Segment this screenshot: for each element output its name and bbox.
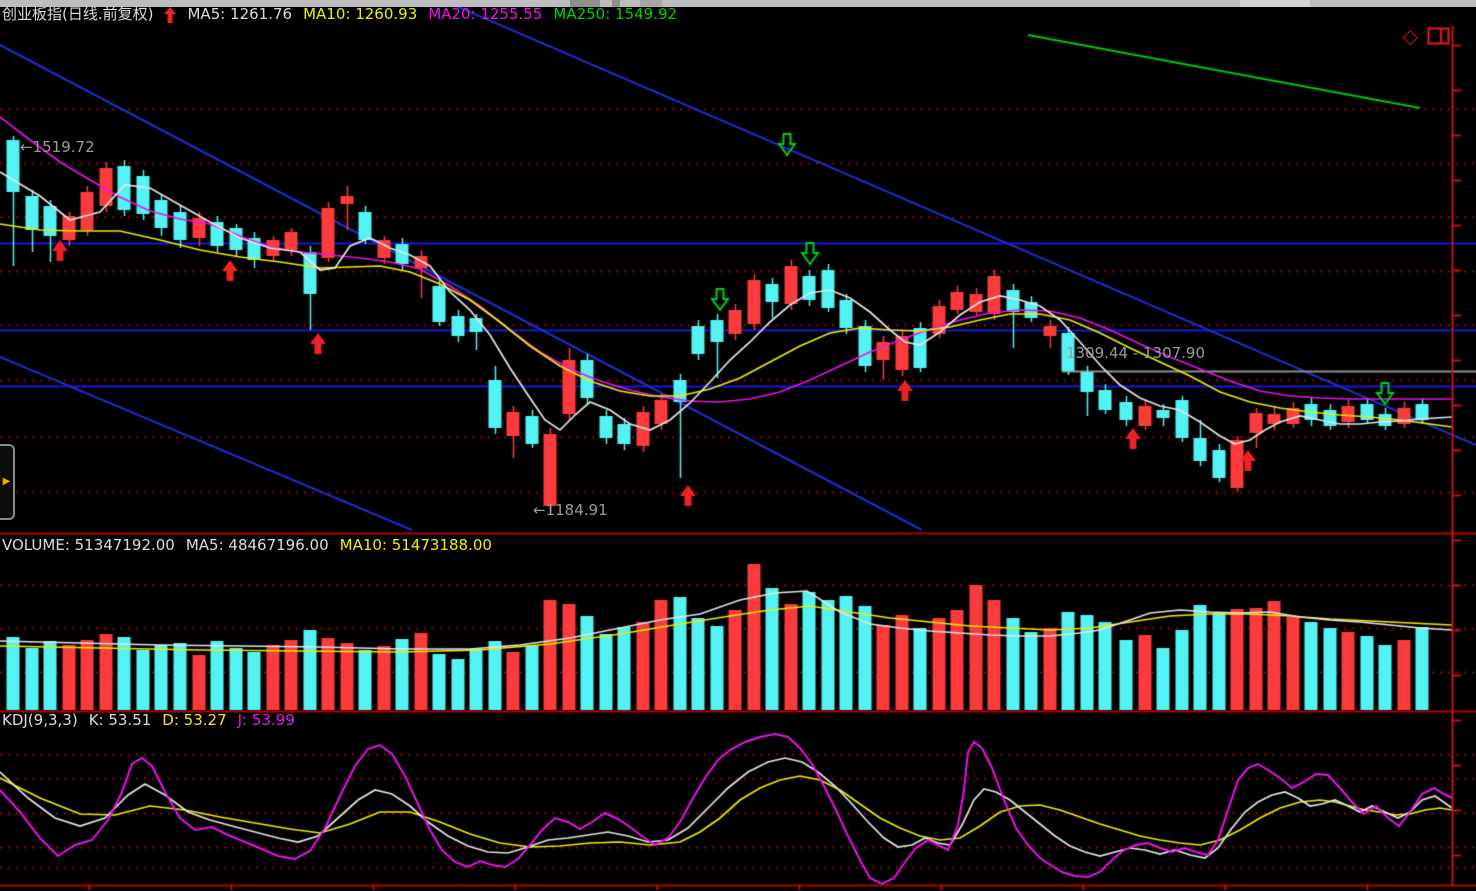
up-arrow-icon: [164, 6, 177, 23]
low-price-label: 1184.91: [545, 501, 608, 519]
left-arrow-icon: ←: [533, 501, 546, 519]
price-pane-header: 创业板指(日线.前复权) MA5: 1261.76 MA10: 1260.93 …: [2, 6, 677, 23]
kdj-k-value: K: 53.51: [88, 711, 152, 729]
diamond-icon[interactable]: ◇: [1402, 24, 1418, 48]
split-window-icon[interactable]: [1427, 27, 1450, 45]
volume-pane-header: VOLUME: 51347192.00 MA5: 48467196.00 MA1…: [2, 537, 492, 554]
panel-expand-handle[interactable]: ▶: [0, 444, 15, 520]
pane-controls: ◇: [1403, 26, 1450, 46]
titlebar-fragment: [1240, 0, 1310, 7]
volume-ma10-value: MA10: 51473188.00: [339, 536, 492, 554]
ma20-value: MA20: 1255.55: [428, 5, 543, 23]
ma250-value: MA250: 1549.92: [553, 5, 678, 23]
kdj-j-value: J: 53.99: [237, 711, 295, 729]
symbol-title: 创业板指(日线.前复权): [2, 5, 154, 23]
left-arrow-icon: ←: [20, 138, 33, 156]
volume-value: VOLUME: 51347192.00: [2, 536, 175, 554]
high-price-label: 1519.72: [32, 138, 95, 156]
gap-range-label: 1309.44 - 1307.90: [1066, 344, 1206, 362]
high-price-annotation: ←1519.72: [20, 139, 95, 156]
titlebar-fragment: [640, 0, 662, 7]
expand-arrow-icon: ▶: [2, 476, 11, 487]
titlebar-fragment: [570, 0, 600, 7]
ma5-value: MA5: 1261.76: [187, 5, 293, 23]
gap-annotation: 1309.44 - 1307.90: [1066, 345, 1205, 362]
volume-ma5-value: MA5: 48467196.00: [185, 536, 329, 554]
low-price-annotation: ←1184.91: [533, 502, 608, 519]
kdj-indicator-label: KDJ(9,3,3): [2, 711, 78, 729]
kdj-pane-header: KDJ(9,3,3) K: 53.51 D: 53.27 J: 53.99: [2, 712, 295, 729]
kdj-d-value: D: 53.27: [162, 711, 227, 729]
titlebar-strip: [0, 0, 1476, 7]
titlebar-fragment: [612, 0, 620, 7]
ma10-value: MA10: 1260.93: [303, 5, 418, 23]
